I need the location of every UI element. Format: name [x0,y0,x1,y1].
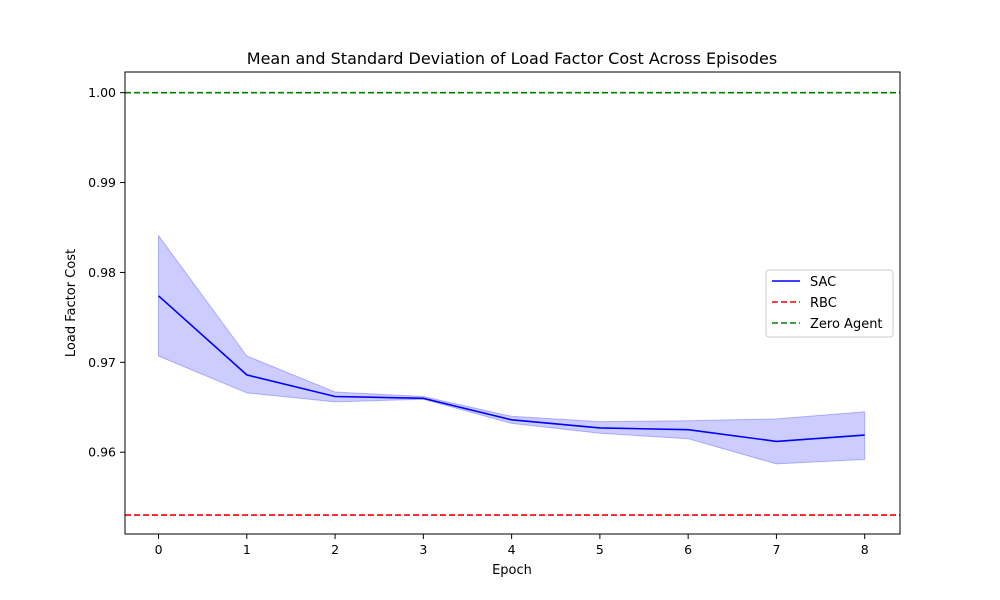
sac-std-band [158,234,866,465]
x-tick-label: 4 [508,542,516,557]
legend-label-sac: SAC [810,275,836,290]
axis-ticks: 0 1 2 3 4 5 6 7 8 0.96 0.97 0.98 0.99 1.00 [88,85,869,557]
x-tick-label: 8 [861,542,869,557]
y-tick-label: 0.98 [88,265,116,280]
x-tick-label: 7 [772,542,780,557]
x-tick-label: 0 [155,542,163,557]
x-tick-label: 1 [243,542,251,557]
x-axis-label: Epoch [492,563,532,578]
y-tick-label: 0.99 [88,175,116,190]
x-tick-label: 3 [419,542,427,557]
plot-area [125,91,900,516]
x-tick-label: 6 [684,542,692,557]
axes-frame [124,71,901,535]
y-tick-label: 1.00 [88,85,116,100]
legend-frame [765,269,894,338]
sac-mean-line [157,295,865,443]
legend-label-rbc: RBC [810,296,837,311]
legend-label-zero-agent: Zero Agent [810,317,883,332]
legend: SAC RBC Zero Agent [765,269,894,338]
chart-title: Mean and Standard Deviation of Load Fact… [247,49,777,68]
x-tick-label: 2 [331,542,339,557]
x-tick-label: 5 [596,542,604,557]
y-axis-label: Load Factor Cost [64,249,79,357]
y-tick-label: 0.96 [88,445,116,460]
y-tick-label: 0.97 [88,355,116,370]
